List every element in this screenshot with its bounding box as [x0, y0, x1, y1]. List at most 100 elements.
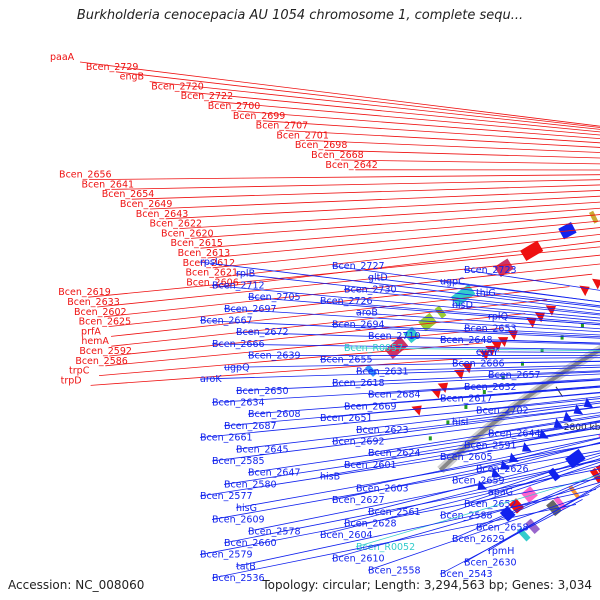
gc-marker	[428, 436, 432, 441]
reverse-gene-label: Bcen_2579	[200, 550, 253, 561]
reverse-label-leader	[223, 308, 600, 333]
reverse-gene-label: Bcen_2639	[248, 351, 301, 362]
reverse-gene-label: Bcen_2686	[452, 358, 505, 369]
forward-label-leader	[200, 214, 600, 249]
reverse-label-leader	[367, 379, 600, 396]
forward-gene-label: Bcen_2642	[325, 160, 378, 171]
forward-gene-label: trpD	[61, 375, 82, 386]
reverse-label-leader	[343, 347, 600, 352]
reverse-label-leader	[247, 296, 600, 326]
reverse-gene-label: aroB	[356, 308, 378, 319]
reverse-gene-label: Bcen_2672	[236, 327, 289, 338]
reverse-gene-label: Bcen_2603	[356, 483, 409, 494]
forward-gene-arrow	[454, 369, 465, 380]
forward-gene-label: Bcen_2613	[178, 248, 231, 259]
forward-gene-label: Bcen_2720	[151, 81, 204, 92]
forward-gene-label: Bcen_2654	[102, 189, 155, 200]
forward-gene-arrow	[491, 341, 502, 352]
reverse-label-leader	[319, 427, 600, 478]
forward-gene-label: Bcen_2707	[256, 121, 309, 132]
reverse-gene-label: Bcen_2687	[224, 421, 277, 432]
reverse-label-leader	[439, 339, 600, 345]
reverse-gene-label: Bcen_2561	[368, 507, 421, 518]
feature-block	[588, 210, 599, 224]
reverse-label-leader	[343, 385, 600, 407]
gc-marker	[560, 335, 564, 340]
reverse-label-leader	[487, 454, 600, 493]
forward-gene-arrow	[411, 405, 422, 416]
reverse-label-leader	[331, 265, 600, 303]
forward-label-leader	[216, 240, 600, 288]
reverse-gene-label: Bcen_2647	[248, 468, 301, 479]
forward-gene-label: Bcen_2592	[79, 346, 132, 357]
reverse-gene-label: Bcen_2543	[440, 569, 493, 580]
reverse-gene-label: Bcen_2629	[452, 534, 505, 545]
reverse-label-leader	[463, 378, 600, 388]
forward-gene-label: Bcen_2699	[233, 111, 286, 122]
forward-label-leader	[149, 190, 600, 210]
reverse-label-leader	[451, 441, 600, 481]
forward-label-leader	[105, 327, 504, 367]
reverse-gene-label: Bcen_2623	[356, 425, 409, 436]
reverse-label-leader	[331, 406, 600, 442]
forward-label-leader	[131, 184, 600, 200]
reverse-gene-label: cyaY	[476, 347, 499, 358]
forward-gene-label: Bcen_2622	[150, 219, 203, 230]
reverse-gene-label: Bcen_2659	[452, 476, 505, 487]
feature-block	[494, 258, 514, 278]
reverse-gene-label: Bcen_2697	[224, 304, 277, 315]
forward-gene-label: Bcen_2633	[67, 297, 120, 308]
reverse-label-leader	[331, 442, 600, 501]
forward-gene-label: Bcen_2621	[186, 268, 239, 279]
reverse-gene-label: Bcen_2653	[464, 323, 517, 334]
forward-label-leader	[262, 120, 600, 144]
reverse-gene-label: rpmH	[488, 546, 514, 557]
reverse-gene-label: thiG	[476, 288, 496, 299]
map-title: Burkholderia cenocepacia AU 1054 chromos…	[76, 8, 524, 23]
feature-block	[516, 527, 531, 542]
reverse-gene-label: Bcen_2658	[476, 522, 529, 533]
reverse-label-leader	[199, 477, 600, 556]
forward-label-leader	[181, 91, 600, 133]
forward-gene-label: Bcen_2701	[276, 130, 329, 141]
reverse-label-leader	[475, 292, 600, 308]
reverse-label-leader	[247, 420, 600, 474]
reverse-label-leader	[223, 427, 600, 485]
reverse-gene-label: gltD	[368, 273, 388, 284]
reverse-label-leader	[331, 371, 600, 384]
reverse-gene-label: Bcen_2617	[440, 394, 493, 405]
reverse-label-leader	[199, 433, 600, 497]
accession-text: Accession: NC_008060	[8, 578, 145, 592]
reverse-gene-label: Bcen_2618	[332, 378, 385, 389]
forward-gene-arrow	[430, 388, 442, 399]
forward-gene-label: Bcen_2668	[311, 150, 364, 161]
forward-gene-label: Bcen_2729	[86, 62, 139, 73]
reverse-label-leader	[367, 277, 600, 307]
reverse-gene-label: Bcen_2580	[224, 479, 277, 490]
forward-label-leader	[207, 220, 600, 259]
reverse-label-leader	[211, 343, 600, 350]
reverse-gene-label: Bcen_2608	[248, 409, 301, 420]
reverse-gene-label: Bcen_2627	[332, 495, 385, 506]
reverse-gene-label: Bcen_2667	[200, 316, 253, 327]
reverse-gene-label: Bcen_2628	[344, 518, 397, 529]
reverse-label-leader	[211, 412, 600, 462]
reverse-label-leader	[367, 493, 590, 571]
reverse-label-leader	[367, 452, 600, 513]
forward-label-leader	[88, 246, 600, 298]
reverse-gene-label: Bcen_2652	[464, 499, 517, 510]
reverse-label-leader	[451, 475, 600, 540]
forward-gene-label: hemA	[81, 336, 109, 347]
forward-label-leader	[79, 61, 600, 127]
topology-text: Topology: circular; Length: 3,294,563 bp…	[262, 578, 592, 592]
forward-label-leader	[149, 81, 600, 130]
reverse-gene-label: Bcen_2684	[368, 390, 421, 401]
reverse-label-leader	[355, 364, 600, 372]
reverse-label-leader	[331, 482, 600, 559]
forward-label-leader	[111, 299, 548, 347]
reverse-gene-label: Bcen_2591	[464, 440, 517, 451]
forward-label-leader	[324, 149, 600, 159]
reverse-gene-label: Bcen_2578	[248, 526, 301, 537]
reverse-label-leader	[211, 285, 600, 322]
